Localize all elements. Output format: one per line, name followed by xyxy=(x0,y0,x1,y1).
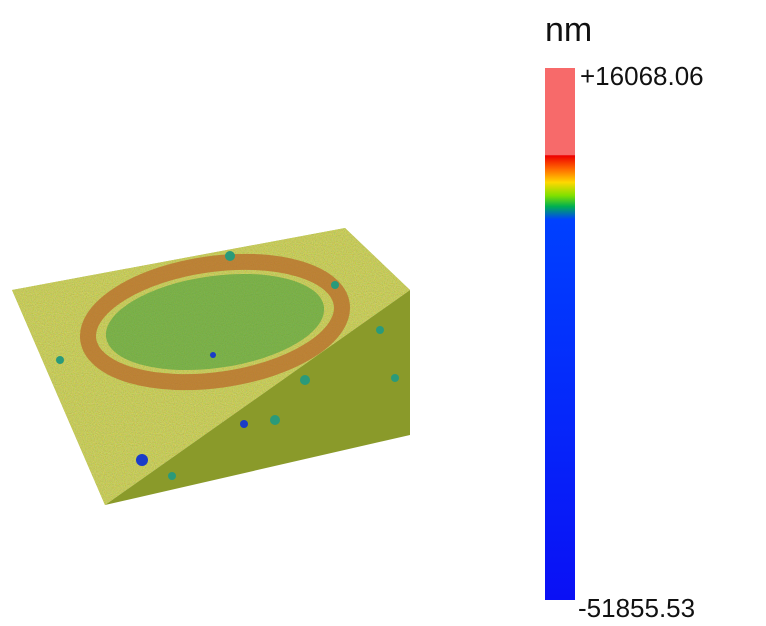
unit-label: nm xyxy=(545,11,592,49)
surface-bumps xyxy=(56,251,399,480)
color-bar xyxy=(545,68,575,600)
crater-rim xyxy=(79,253,351,391)
surface-3d xyxy=(12,228,410,505)
color-scale: nm +16068.06 -51855.53 xyxy=(545,11,704,623)
max-label: +16068.06 xyxy=(580,61,704,91)
min-label: -51855.53 xyxy=(578,593,695,623)
crater-floor xyxy=(105,273,325,371)
surface-pits xyxy=(136,352,248,466)
